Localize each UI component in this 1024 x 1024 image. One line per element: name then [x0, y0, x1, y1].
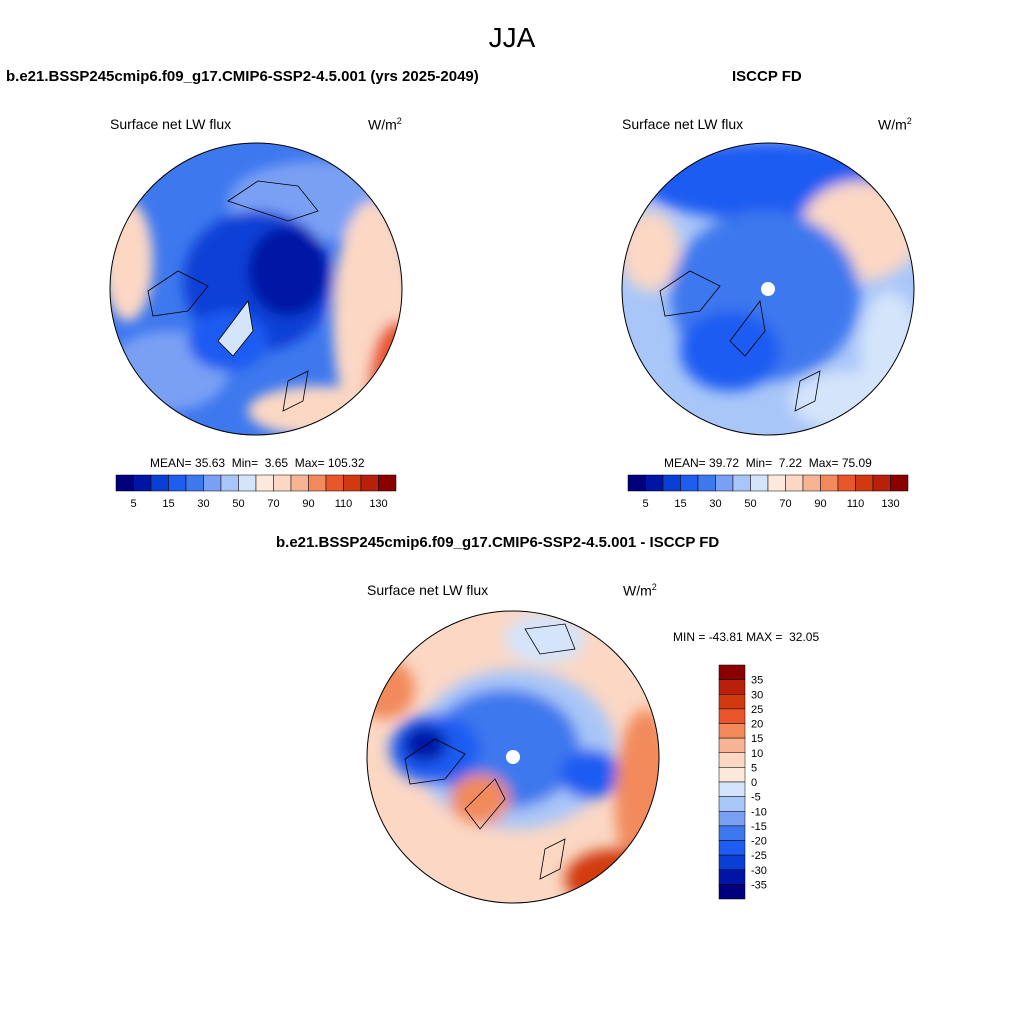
panel1-stats: MEAN= 35.63 Min= 3.65 Max= 105.32 — [150, 456, 365, 470]
colorbar-swatch — [168, 474, 187, 492]
diff-units: W/m2 — [623, 582, 657, 599]
colorbar-swatch — [718, 664, 746, 680]
colorbar-swatch — [343, 474, 362, 492]
colorbar-swatch — [150, 474, 169, 492]
colorbar-swatch — [360, 474, 379, 492]
colorbar-swatch — [273, 474, 292, 492]
colorbar-swatch — [378, 474, 397, 492]
colorbar-swatch — [718, 869, 746, 885]
panel2-title: ISCCP FD — [732, 68, 802, 85]
colorbar-swatch — [785, 474, 804, 492]
colorbar-swatch — [855, 474, 874, 492]
panel1-units: W/m2 — [368, 116, 402, 133]
colorbar-tick-label: 30 — [197, 498, 209, 510]
colorbar-tick-label: -15 — [751, 821, 767, 833]
colorbar-swatch — [802, 474, 821, 492]
colorbar-tick-label: 30 — [709, 498, 721, 510]
colorbar-swatch — [718, 752, 746, 768]
colorbar-swatch — [308, 474, 327, 492]
colorbar-swatch — [238, 474, 257, 492]
panel2-colorbar: 5 15 30 50 70 90 110 130 — [627, 474, 909, 510]
colorbar-tick-label: 5 — [642, 498, 648, 510]
colorbar-tick-label: 30 — [751, 689, 763, 701]
colorbar-swatch — [662, 474, 681, 492]
colorbar-swatch — [718, 737, 746, 753]
colorbar-swatch — [890, 474, 909, 492]
diff-variable: Surface net LW flux — [367, 582, 489, 598]
colorbar-tick-label: 110 — [335, 498, 353, 510]
diff-polar-map — [366, 610, 660, 904]
colorbar-swatch — [732, 474, 751, 492]
colorbar-swatch — [680, 474, 699, 492]
colorbar-swatch — [255, 474, 274, 492]
colorbar-swatch — [133, 474, 152, 492]
colorbar-tick-label: -35 — [751, 879, 767, 891]
colorbar-swatch — [718, 884, 746, 900]
colorbar-swatch — [718, 723, 746, 739]
colorbar-swatch — [718, 825, 746, 841]
colorbar-swatch — [718, 694, 746, 710]
colorbar-tick-label: 0 — [751, 777, 757, 789]
panel1-title: b.e21.BSSP245cmip6.f09_g17.CMIP6-SSP2-4.… — [6, 68, 479, 85]
diff-stats: MIN = -43.81 MAX = 32.05 — [673, 630, 820, 644]
colorbar-tick-label: 20 — [751, 719, 763, 731]
colorbar-tick-label: 15 — [674, 498, 686, 510]
colorbar-swatch — [767, 474, 786, 492]
colorbar-swatch — [325, 474, 344, 492]
colorbar-swatch — [203, 474, 222, 492]
colorbar-tick-label: 35 — [751, 675, 763, 687]
colorbar-swatch — [715, 474, 734, 492]
colorbar-swatch — [115, 474, 134, 492]
colorbar-tick-label: 5 — [751, 762, 757, 774]
colorbar-tick-label: 70 — [267, 498, 279, 510]
colorbar-swatch — [718, 708, 746, 724]
colorbar-swatch — [718, 854, 746, 870]
colorbar-tick-label: 10 — [751, 748, 763, 760]
colorbar-swatch — [645, 474, 664, 492]
panel2-polar-map — [621, 142, 915, 436]
colorbar-tick-label: 130 — [369, 498, 387, 510]
colorbar-tick-label: -25 — [751, 850, 767, 862]
colorbar-tick-label: 110 — [847, 498, 865, 510]
diff-colorbar: 35 30 25 20 15 10 5 0 -5 -10 -15 -20 -25 -30 -35 — [718, 664, 767, 900]
colorbar-tick-label: 15 — [751, 733, 763, 745]
colorbar-tick-label: 90 — [814, 498, 826, 510]
colorbar-tick-label: 15 — [162, 498, 174, 510]
colorbar-swatch — [697, 474, 716, 492]
colorbar-swatch — [718, 796, 746, 812]
colorbar-tick-label: -10 — [751, 806, 767, 818]
colorbar-swatch — [220, 474, 239, 492]
colorbar-tick-label: 130 — [881, 498, 899, 510]
colorbar-swatch — [872, 474, 891, 492]
colorbar-swatch — [837, 474, 856, 492]
colorbar-swatch — [820, 474, 839, 492]
panel2-units: W/m2 — [878, 116, 912, 133]
diff-title: b.e21.BSSP245cmip6.f09_g17.CMIP6-SSP2-4.… — [276, 534, 720, 551]
colorbar-tick-label: -5 — [751, 792, 761, 804]
panel2-variable: Surface net LW flux — [622, 116, 744, 132]
colorbar-swatch — [718, 767, 746, 783]
colorbar-tick-label: 50 — [232, 498, 244, 510]
colorbar-swatch — [750, 474, 769, 492]
panel1-polar-map — [109, 142, 403, 436]
panel1-colorbar: 5 15 30 50 70 90 110 130 — [115, 474, 397, 510]
colorbar-tick-label: 90 — [302, 498, 314, 510]
panel2-stats: MEAN= 39.72 Min= 7.22 Max= 75.09 — [664, 456, 872, 470]
colorbar-swatch — [718, 781, 746, 797]
colorbar-tick-label: -30 — [751, 865, 767, 877]
colorbar-swatch — [718, 840, 746, 856]
season-title: JJA — [488, 22, 536, 53]
colorbar-tick-label: -20 — [751, 836, 767, 848]
colorbar-tick-label: 5 — [130, 498, 136, 510]
colorbar-swatch — [290, 474, 309, 492]
colorbar-swatch — [627, 474, 646, 492]
colorbar-swatch — [718, 811, 746, 827]
colorbar-tick-label: 25 — [751, 704, 763, 716]
colorbar-swatch — [185, 474, 204, 492]
colorbar-tick-label: 50 — [744, 498, 756, 510]
colorbar-tick-label: 70 — [779, 498, 791, 510]
colorbar-swatch — [718, 679, 746, 695]
panel1-variable: Surface net LW flux — [110, 116, 232, 132]
